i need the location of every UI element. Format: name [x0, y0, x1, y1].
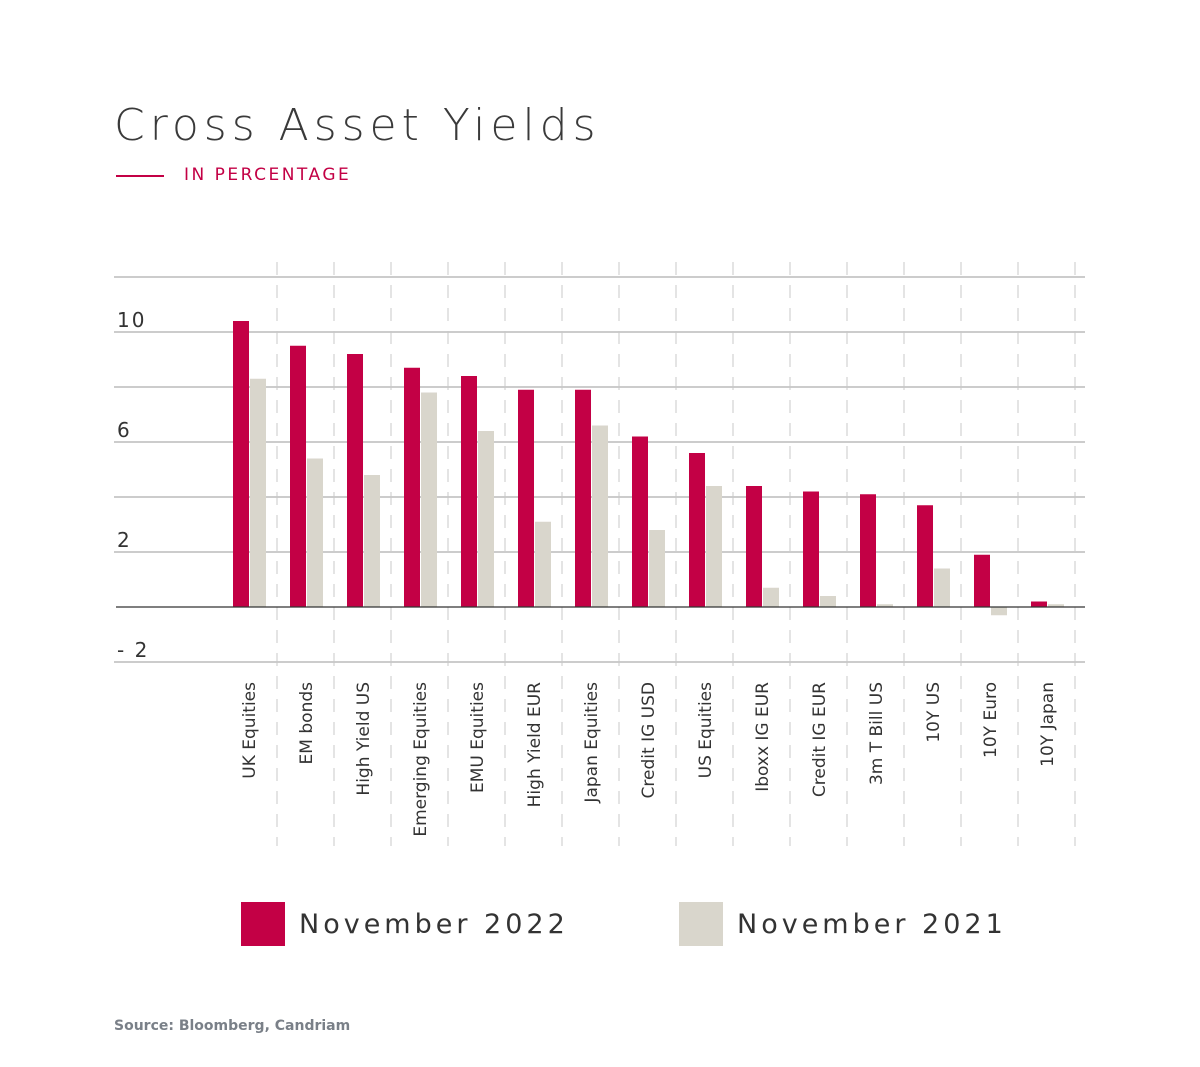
legend-item-2022: November 2022	[241, 902, 569, 946]
y-tick-label: 10	[117, 308, 146, 332]
y-tick-label: 6	[117, 418, 132, 442]
bar-2022	[974, 554, 990, 607]
bar-2021	[991, 607, 1007, 616]
x-tick-label: 10Y Japan	[1038, 682, 1058, 767]
x-tick-label: 3m T Bill US	[867, 682, 887, 785]
x-tick-label: EMU Equities	[468, 682, 488, 793]
bar-2022	[404, 367, 420, 607]
y-tick-label: - 2	[117, 638, 149, 662]
bar-2022	[347, 354, 363, 607]
bar-2022	[689, 453, 705, 607]
bar-2022	[746, 486, 762, 607]
bar-2022	[917, 505, 933, 607]
chart-title: Cross Asset Yields	[114, 100, 601, 151]
bar-2021	[592, 425, 608, 607]
legend-swatch-2022	[241, 902, 285, 946]
x-tick-label: High Yield US	[354, 682, 374, 796]
legend-label-2021: November 2021	[737, 908, 1007, 940]
bar-2022	[803, 491, 819, 607]
bar-2021	[478, 431, 494, 607]
legend-swatch-2021	[679, 902, 723, 946]
chart-subtitle: IN PERCENTAGE	[184, 165, 352, 185]
bar-2022	[290, 345, 306, 607]
bar-2021	[649, 530, 665, 607]
bar-2022	[461, 376, 477, 607]
bar-2021	[535, 521, 551, 607]
x-tick-label: 10Y Euro	[981, 682, 1001, 758]
x-tick-label: Japan Equities	[582, 682, 602, 804]
x-tick-label: UK Equities	[240, 682, 260, 779]
bar-2022	[518, 389, 534, 607]
x-tick-label: Credit IG USD	[639, 682, 659, 798]
bar-2022	[575, 389, 591, 607]
bar-2021	[934, 568, 950, 607]
bar-2021	[820, 596, 836, 607]
x-tick-label: Credit IG EUR	[810, 682, 830, 797]
bar-2021	[1048, 604, 1064, 607]
bar-2022	[632, 436, 648, 607]
bar-2022	[860, 494, 876, 607]
bar-2021	[364, 475, 380, 607]
x-tick-label: EM bonds	[297, 682, 317, 765]
x-tick-label: High Yield EUR	[525, 682, 545, 808]
bar-2021	[877, 604, 893, 607]
bar-2021	[250, 378, 266, 607]
x-tick-label: Iboxx IG EUR	[753, 682, 773, 792]
bar-2021	[763, 587, 779, 607]
y-tick-label: 2	[117, 528, 132, 552]
bar-2021	[706, 486, 722, 607]
bar-2022	[233, 321, 249, 607]
subtitle-rule	[116, 175, 164, 177]
legend-item-2021: November 2021	[679, 902, 1007, 946]
bar-2021	[307, 458, 323, 607]
legend-label-2022: November 2022	[299, 908, 569, 940]
bar-2022	[1031, 601, 1047, 607]
x-tick-label: Emerging Equities	[411, 682, 431, 837]
x-tick-label: 10Y US	[924, 682, 944, 743]
source-note: Source: Bloomberg, Candriam	[114, 1018, 351, 1034]
x-tick-label: US Equities	[696, 682, 716, 779]
bar-2021	[421, 392, 437, 607]
